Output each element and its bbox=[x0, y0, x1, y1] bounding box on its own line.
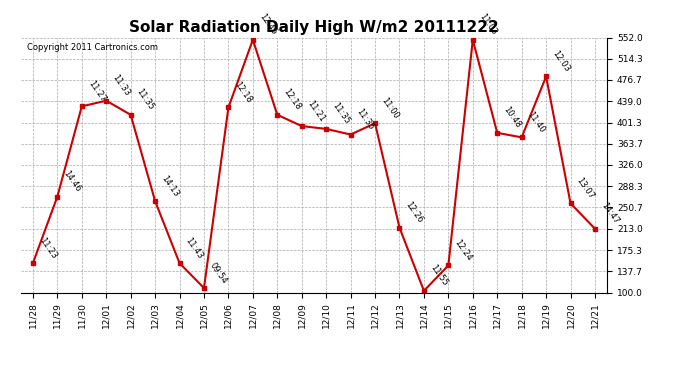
Text: 11:55: 11:55 bbox=[428, 263, 449, 288]
Text: 11:35: 11:35 bbox=[135, 87, 156, 112]
Text: 14:13: 14:13 bbox=[159, 174, 180, 198]
Text: 12:03: 12:03 bbox=[550, 49, 571, 74]
Text: 12:24: 12:24 bbox=[453, 238, 473, 262]
Text: 11:35: 11:35 bbox=[331, 101, 351, 126]
Text: 11:27: 11:27 bbox=[86, 79, 107, 104]
Text: 11:33: 11:33 bbox=[110, 73, 132, 98]
Text: 12:45: 12:45 bbox=[257, 12, 278, 37]
Text: 10:48: 10:48 bbox=[502, 105, 522, 130]
Text: 13:07: 13:07 bbox=[575, 176, 596, 201]
Text: 14:46: 14:46 bbox=[61, 169, 83, 194]
Text: 11:40: 11:40 bbox=[526, 110, 547, 135]
Text: 11:21: 11:21 bbox=[306, 99, 327, 123]
Text: 11:23: 11:23 bbox=[37, 236, 58, 260]
Text: 12:18: 12:18 bbox=[282, 87, 302, 112]
Text: 11:43: 11:43 bbox=[184, 236, 205, 260]
Text: 09:54: 09:54 bbox=[208, 261, 229, 285]
Text: 14:47: 14:47 bbox=[599, 201, 620, 226]
Text: 12:26: 12:26 bbox=[404, 200, 425, 225]
Text: 11:35: 11:35 bbox=[355, 107, 376, 132]
Text: 11:00: 11:00 bbox=[380, 96, 400, 120]
Text: Copyright 2011 Cartronics.com: Copyright 2011 Cartronics.com bbox=[26, 43, 157, 52]
Title: Solar Radiation Daily High W/m2 20111222: Solar Radiation Daily High W/m2 20111222 bbox=[129, 20, 499, 35]
Text: 11:03: 11:03 bbox=[477, 12, 498, 37]
Text: 12:18: 12:18 bbox=[233, 80, 254, 105]
